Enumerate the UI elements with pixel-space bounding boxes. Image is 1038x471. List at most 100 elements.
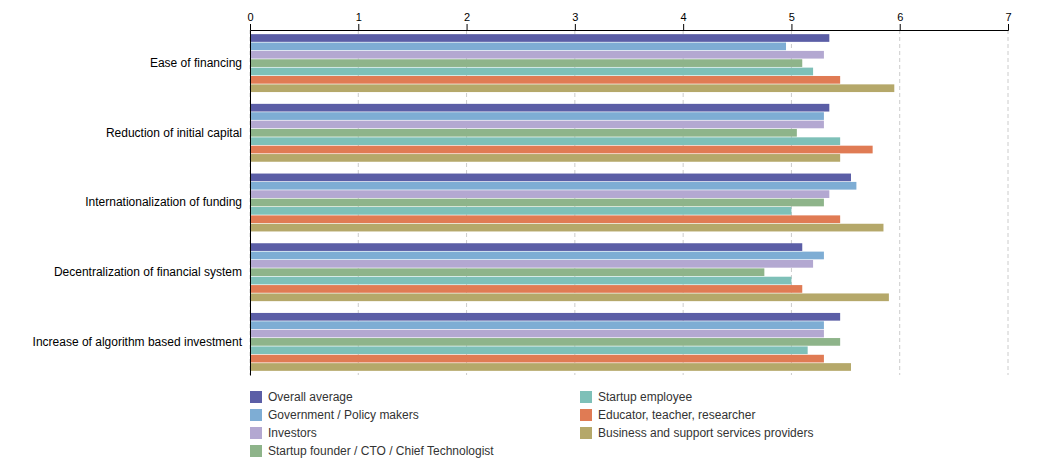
legend-label: Overall average <box>268 390 353 404</box>
bar <box>250 277 791 285</box>
axis-line <box>251 24 1009 31</box>
grid-line <box>250 30 251 375</box>
bar <box>250 121 824 129</box>
bar <box>250 363 851 371</box>
legend-swatch <box>250 445 262 457</box>
tick: Decentralization of financial system <box>54 265 242 279</box>
bar <box>250 199 824 207</box>
tick-mark <box>683 24 684 30</box>
bar <box>250 68 813 76</box>
tick: 5 <box>789 11 795 30</box>
legend-label: Startup founder / CTO / Chief Technologi… <box>268 444 494 458</box>
legend-item: Startup employee <box>580 390 692 404</box>
bar <box>250 252 824 260</box>
tick-label: 1 <box>356 11 362 23</box>
tick: Internationalization of funding <box>85 195 242 209</box>
legend-item: Business and support services providers <box>580 426 813 440</box>
tick-mark <box>791 24 792 30</box>
bar <box>250 43 786 51</box>
bar <box>250 146 873 154</box>
tick-label: 0 <box>247 11 253 23</box>
tick-mark <box>250 24 251 30</box>
legend-swatch <box>580 391 592 403</box>
bar <box>250 59 802 67</box>
bar <box>250 321 824 329</box>
tick-label: Reduction of initial capital <box>106 126 242 140</box>
legend-label: Government / Policy makers <box>268 408 419 422</box>
bar <box>250 268 764 276</box>
tick: 1 <box>356 11 362 30</box>
legend-item: Educator, teacher, researcher <box>580 408 755 422</box>
bar <box>250 355 824 363</box>
bar-series <box>250 68 840 354</box>
legend-item: Government / Policy makers <box>250 408 419 422</box>
bar <box>250 338 840 346</box>
bar <box>250 112 824 120</box>
bar <box>250 84 894 92</box>
chart-svg: 0 1 2 3 4 5 6 7 Ease of financing Reduction of in… <box>0 0 1038 471</box>
tick-label: Internationalization of funding <box>85 195 242 209</box>
tick-label: 7 <box>1005 11 1011 23</box>
grid-line <box>899 30 900 375</box>
bar <box>250 243 802 251</box>
bar <box>250 215 840 223</box>
tick-mark <box>358 24 359 30</box>
tick-mark <box>467 24 468 30</box>
y-axis: Ease of financing Reduction of initial ca… <box>33 31 251 376</box>
bar <box>250 190 829 198</box>
bar-series <box>250 59 840 345</box>
bar-series <box>250 84 894 370</box>
legend-label: Startup employee <box>598 390 692 404</box>
legend-label: Investors <box>268 426 317 440</box>
grid <box>250 30 1008 375</box>
legend: Overall average Government / Policy maker… <box>250 390 813 458</box>
bar-series <box>250 76 873 362</box>
legend-item: Overall average <box>250 390 353 404</box>
bar <box>250 182 856 190</box>
bar <box>250 154 840 162</box>
tick: 7 <box>1005 11 1011 30</box>
tick: 0 <box>247 11 253 30</box>
x-axis: 0 1 2 3 4 5 6 7 <box>247 11 1011 31</box>
tick: 6 <box>897 11 903 30</box>
bar <box>250 293 889 301</box>
bar <box>250 285 802 293</box>
bar <box>250 34 829 42</box>
tick: 3 <box>572 11 578 30</box>
bar <box>250 51 824 59</box>
tick-mark <box>575 24 576 30</box>
tick-mark <box>900 24 901 30</box>
tick-label: 5 <box>789 11 795 23</box>
tick: 2 <box>464 11 470 30</box>
bar <box>250 346 808 354</box>
bar <box>250 224 883 232</box>
tick: Increase of algorithm based investment <box>33 335 243 349</box>
legend-swatch <box>250 427 262 439</box>
bars <box>250 34 894 371</box>
tick: Ease of financing <box>150 56 242 70</box>
tick-label: Ease of financing <box>150 56 242 70</box>
bar <box>250 330 824 338</box>
bar <box>250 260 813 268</box>
legend-item: Investors <box>250 426 317 440</box>
tick-label: 6 <box>897 11 903 23</box>
legend-label: Business and support services providers <box>598 426 813 440</box>
chart-container: 0 1 2 3 4 5 6 7 Ease of financing Reduction of in… <box>0 0 1038 471</box>
legend-label: Educator, teacher, researcher <box>598 408 755 422</box>
tick-label: 4 <box>681 11 687 23</box>
bar <box>250 137 840 145</box>
tick-label: Increase of algorithm based investment <box>33 335 243 349</box>
tick-mark <box>1008 24 1009 30</box>
tick-label: 3 <box>572 11 578 23</box>
axis-line <box>250 31 251 376</box>
bar <box>250 129 797 137</box>
legend-swatch <box>250 391 262 403</box>
tick-label: 2 <box>464 11 470 23</box>
tick-label: Decentralization of financial system <box>54 265 242 279</box>
legend-swatch <box>580 409 592 421</box>
bar <box>250 76 840 84</box>
plot: 0 1 2 3 4 5 6 7 Ease of financing Reduction of in… <box>33 11 1012 376</box>
legend-swatch <box>250 409 262 421</box>
bar <box>250 104 829 112</box>
tick: Reduction of initial capital <box>106 126 242 140</box>
